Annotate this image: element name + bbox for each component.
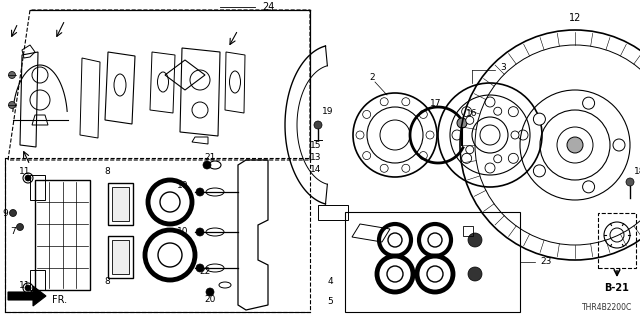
Circle shape <box>567 137 583 153</box>
Circle shape <box>466 116 474 124</box>
Circle shape <box>17 223 24 230</box>
Circle shape <box>533 113 545 125</box>
Circle shape <box>582 181 595 193</box>
Text: 8: 8 <box>104 277 110 286</box>
Bar <box>598 213 636 268</box>
Text: THR4B2200C: THR4B2200C <box>582 303 632 312</box>
Circle shape <box>468 233 482 247</box>
Circle shape <box>533 165 545 177</box>
Text: 10: 10 <box>177 180 188 189</box>
Circle shape <box>468 267 482 281</box>
Text: 16: 16 <box>467 108 477 117</box>
Bar <box>345 212 520 312</box>
Text: 23: 23 <box>540 258 552 267</box>
Circle shape <box>511 131 519 139</box>
Text: 9: 9 <box>3 209 8 218</box>
Bar <box>112 187 129 221</box>
Circle shape <box>626 178 634 186</box>
Circle shape <box>196 228 204 236</box>
Text: 3: 3 <box>500 63 506 73</box>
Bar <box>108 183 133 225</box>
Text: 18: 18 <box>634 167 640 177</box>
Polygon shape <box>8 286 46 306</box>
Text: 5: 5 <box>327 298 333 307</box>
Text: 21: 21 <box>204 154 216 163</box>
Text: 20: 20 <box>204 295 216 305</box>
Text: 22: 22 <box>200 268 211 276</box>
Circle shape <box>8 101 15 108</box>
Bar <box>108 236 133 278</box>
Text: B-21: B-21 <box>605 283 629 293</box>
Text: 15: 15 <box>310 140 321 149</box>
Text: 7: 7 <box>10 228 16 236</box>
Text: 24: 24 <box>262 2 274 12</box>
Text: 2: 2 <box>369 73 375 82</box>
Text: FR.: FR. <box>52 295 67 305</box>
Text: 4: 4 <box>327 277 333 286</box>
Circle shape <box>10 210 17 217</box>
Bar <box>112 240 129 274</box>
Circle shape <box>25 285 31 291</box>
Text: 11: 11 <box>19 281 31 290</box>
Text: 19: 19 <box>322 108 333 116</box>
Text: 8: 8 <box>104 167 110 177</box>
Circle shape <box>457 118 467 128</box>
Text: 13: 13 <box>310 154 321 163</box>
Circle shape <box>493 155 502 163</box>
Circle shape <box>196 264 204 272</box>
Text: 10: 10 <box>177 228 188 236</box>
Circle shape <box>314 121 322 129</box>
Circle shape <box>206 288 214 296</box>
Text: 11: 11 <box>19 167 31 177</box>
Text: 17: 17 <box>430 99 442 108</box>
Circle shape <box>466 146 474 154</box>
Circle shape <box>582 97 595 109</box>
Circle shape <box>25 175 31 181</box>
Text: 14: 14 <box>310 165 321 174</box>
Text: 12: 12 <box>569 13 581 23</box>
Circle shape <box>203 161 211 169</box>
Circle shape <box>196 188 204 196</box>
Circle shape <box>613 139 625 151</box>
Circle shape <box>493 107 502 115</box>
Circle shape <box>8 71 15 78</box>
